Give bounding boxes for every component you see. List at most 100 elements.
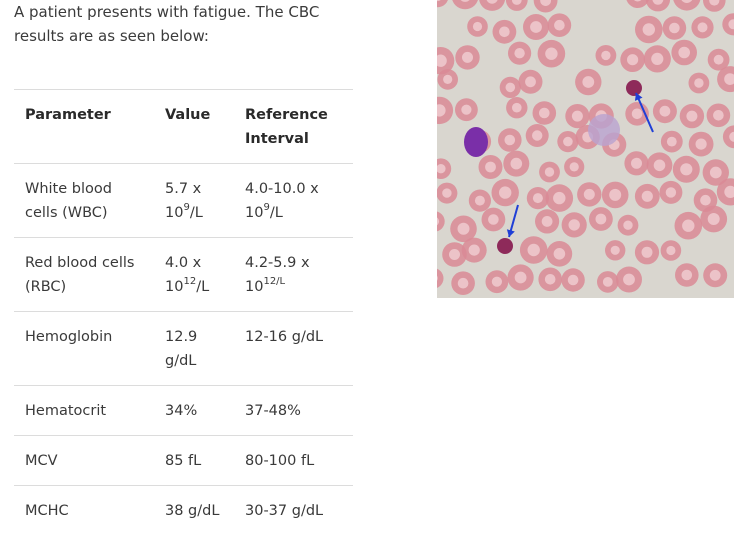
red-blood-cell-pallor — [634, 0, 642, 2]
red-blood-cell — [437, 268, 444, 288]
red-blood-cell-pallor — [512, 102, 522, 113]
red-blood-cell-pallor — [627, 54, 639, 66]
red-blood-cell-pallor — [437, 217, 440, 226]
red-blood-cell-pallor — [532, 193, 543, 204]
table-row: MCV 85 fL 80-100 fL — [14, 435, 353, 486]
red-blood-cell-pallor — [437, 0, 441, 2]
reference-cell: 4.0-10.0 x 109/L — [245, 163, 353, 238]
red-blood-cell — [505, 0, 528, 11]
red-blood-cell — [452, 0, 478, 10]
red-blood-cell-pallor — [709, 166, 722, 179]
red-blood-cell-pallor — [623, 220, 633, 230]
red-blood-cell — [533, 0, 558, 13]
red-blood-cell-pallor — [460, 0, 470, 2]
red-blood-cell-pallor — [449, 249, 460, 260]
pointer-arrow — [635, 92, 654, 133]
red-blood-cell-pallor — [554, 19, 565, 31]
red-blood-cell-pallor — [474, 195, 485, 206]
red-blood-cell-pallor — [659, 105, 671, 117]
red-blood-cell-pallor — [544, 167, 555, 177]
blood-smear-illustration — [437, 0, 734, 296]
red-blood-cell-pallor — [545, 47, 558, 60]
red-blood-cell-pallor — [631, 108, 643, 120]
red-blood-cell-pallor — [641, 246, 653, 258]
red-blood-cell-pallor — [540, 0, 551, 6]
red-blood-cell — [479, 0, 506, 11]
red-blood-cell-pallor — [437, 164, 446, 174]
reference-cell: 37-48% — [245, 385, 353, 436]
red-blood-cell-pallor — [651, 52, 664, 65]
red-blood-cell-pallor — [729, 131, 734, 142]
red-blood-cell-pallor — [499, 26, 510, 38]
red-blood-cell-pallor — [610, 245, 620, 255]
red-blood-cell-pallor — [510, 157, 523, 170]
red-blood-cell-pallor — [461, 104, 472, 115]
blood-smear-image — [437, 0, 734, 298]
table-row: MCHC 38 g/dL 30-37 g/dL — [14, 485, 353, 535]
parameter-cell: Hemoglobin — [14, 311, 165, 386]
red-blood-cell-pallor — [602, 277, 613, 287]
red-blood-cell — [437, 211, 445, 232]
red-blood-cell-pallor — [563, 136, 573, 147]
red-blood-cell-pallor — [707, 213, 720, 225]
red-blood-cell-pallor — [527, 243, 540, 257]
reference-cell: 12-16 g/dL — [245, 311, 353, 386]
red-blood-cell-pallor — [457, 222, 470, 235]
value-cell: 34% — [165, 385, 245, 436]
value-cell: 5.7 x 109/L — [165, 163, 245, 238]
red-blood-cell-pallor — [472, 21, 483, 32]
red-blood-cell-pallor — [669, 22, 680, 34]
red-blood-cell-pallor — [724, 185, 734, 198]
red-blood-cell-pallor — [724, 73, 734, 85]
table-row: Hemoglobin 12.9 g/dL 12-16 g/dL — [14, 311, 353, 386]
red-blood-cell — [673, 0, 701, 11]
red-blood-cell-pallor — [652, 0, 664, 5]
parameter-cell: Red blood cells (RBC) — [25, 255, 135, 295]
red-blood-cell-pallor — [544, 274, 556, 285]
red-blood-cell-pallor — [530, 21, 542, 33]
red-blood-cell-pallor — [695, 138, 707, 150]
red-blood-cell-pallor — [631, 157, 642, 169]
red-blood-cell-pallor — [666, 136, 677, 147]
red-blood-cell-pallor — [665, 187, 677, 198]
red-blood-cell-pallor — [568, 219, 580, 231]
header-reference: Reference Interval — [245, 89, 353, 164]
red-blood-cell-pallor — [553, 191, 566, 205]
red-blood-cell-pallor — [681, 269, 693, 281]
red-blood-cell — [703, 0, 726, 12]
white-blood-cell — [464, 127, 488, 157]
spherocyte-cell — [497, 238, 513, 254]
table-row: Hematocrit 34% 37-48% — [14, 385, 353, 436]
spherocyte-cell — [626, 80, 642, 96]
red-blood-cell — [626, 0, 649, 8]
parameter-cell: MCHC — [14, 485, 165, 535]
reference-cell: 30-37 g/dL — [245, 485, 353, 535]
red-blood-cell-pallor — [682, 219, 695, 232]
red-blood-cell-pallor — [595, 213, 607, 225]
red-blood-cell-pallor — [681, 0, 693, 3]
red-blood-cell-pallor — [571, 110, 583, 122]
header-parameter: Parameter — [14, 89, 165, 164]
red-blood-cell-pallor — [525, 76, 536, 88]
pale-cell — [588, 114, 620, 146]
red-blood-cell-pallor — [486, 0, 498, 4]
red-blood-cell-pallor — [709, 0, 720, 6]
red-blood-cell — [722, 125, 734, 149]
value-cell: 12.9 g/dL — [165, 329, 198, 369]
red-blood-cell-pallor — [601, 50, 611, 61]
red-blood-cell-pallor — [442, 188, 452, 198]
red-blood-cell — [645, 0, 671, 12]
red-blood-cell-pallor — [499, 186, 512, 199]
red-blood-cell-pallor — [437, 275, 438, 281]
parameter-cell: Hematocrit — [14, 385, 165, 436]
reference-cell: 80-100 fL — [245, 435, 353, 486]
red-blood-cell-pallor — [678, 46, 690, 59]
red-blood-cell-pallor — [686, 110, 698, 122]
parameter-cell: MCV — [14, 435, 165, 486]
value-cell: 38 g/dL — [165, 485, 245, 535]
red-blood-cell-pallor — [504, 134, 516, 146]
red-blood-cell-pallor — [567, 274, 579, 286]
value-cell: 4.0 x 1012/L — [165, 237, 245, 312]
red-blood-cell-pallor — [468, 244, 480, 256]
arrow-head — [506, 229, 515, 237]
